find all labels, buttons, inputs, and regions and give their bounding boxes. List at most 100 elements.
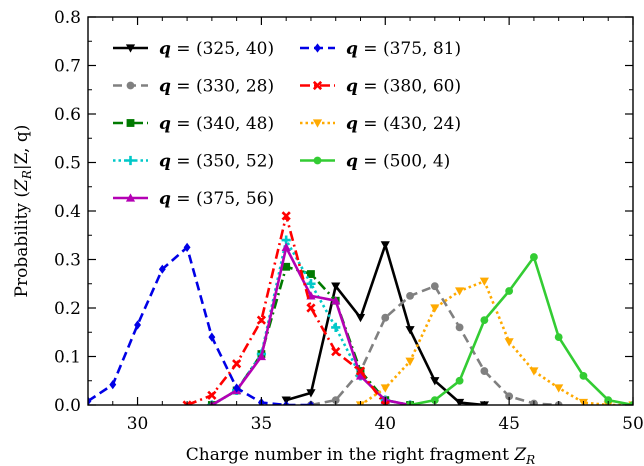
data-point bbox=[331, 396, 340, 405]
data-point bbox=[480, 367, 489, 375]
data-point bbox=[479, 277, 489, 286]
legend-label: q = (340, 48) bbox=[159, 114, 274, 134]
data-point bbox=[126, 81, 135, 90]
data-point bbox=[604, 396, 613, 405]
data-point bbox=[282, 262, 291, 271]
legend-item: q = (325, 40) bbox=[113, 39, 274, 59]
y-tick-label: 0.7 bbox=[54, 57, 81, 77]
data-point bbox=[505, 392, 514, 401]
legend-label: q = (350, 52) bbox=[159, 152, 274, 172]
legend-label: q = (375, 81) bbox=[346, 39, 461, 59]
y-tick-label: 0.2 bbox=[54, 299, 81, 319]
data-point bbox=[454, 287, 465, 296]
axis-label-text: Probability (ZR|Z, q) bbox=[12, 125, 34, 298]
legend-label: q = (380, 60) bbox=[346, 77, 461, 97]
legend-item: q = (380, 60) bbox=[300, 77, 461, 97]
legend-item: q = (375, 56) bbox=[113, 189, 274, 209]
legend-item: q = (375, 81) bbox=[300, 39, 461, 59]
legend-item: q = (500, 4) bbox=[300, 152, 450, 172]
data-point bbox=[158, 264, 166, 274]
data-point bbox=[208, 332, 216, 342]
series-layer bbox=[88, 211, 633, 405]
data-point bbox=[306, 303, 316, 313]
data-point bbox=[306, 279, 316, 289]
data-point bbox=[207, 390, 217, 400]
data-point bbox=[125, 155, 136, 166]
data-point bbox=[629, 401, 633, 405]
data-point bbox=[307, 270, 315, 278]
data-point bbox=[480, 316, 489, 325]
series-7 bbox=[182, 211, 390, 405]
data-point bbox=[256, 351, 267, 361]
data-point bbox=[125, 193, 136, 202]
y-tick-label: 0.5 bbox=[54, 154, 81, 174]
data-point bbox=[380, 241, 390, 250]
data-point bbox=[430, 396, 439, 405]
y-tick-label: 0.1 bbox=[54, 348, 81, 368]
data-point bbox=[331, 282, 341, 291]
legend-label: q = (325, 40) bbox=[159, 39, 274, 59]
x-tick-label: 35 bbox=[251, 414, 273, 434]
data-point bbox=[579, 371, 588, 380]
data-point bbox=[125, 44, 136, 53]
data-point bbox=[529, 367, 539, 376]
x-tick-label: 45 bbox=[498, 414, 520, 434]
data-point bbox=[380, 400, 390, 405]
series-line bbox=[285, 243, 485, 405]
plot-frame bbox=[87, 16, 634, 406]
data-point bbox=[126, 119, 135, 127]
data-point bbox=[355, 366, 366, 376]
data-point bbox=[529, 253, 538, 261]
data-point bbox=[281, 242, 291, 252]
axis-label-text: Charge number in the right fragment ZR bbox=[186, 445, 535, 466]
data-point bbox=[281, 211, 291, 221]
data-point bbox=[430, 377, 440, 386]
data-point bbox=[232, 359, 242, 369]
legend: q = (325, 40) q = (330, 28) q = (340, 48) q… bbox=[113, 39, 461, 209]
data-point bbox=[134, 320, 141, 330]
data-point bbox=[109, 380, 117, 390]
series-5 bbox=[209, 242, 413, 405]
y-tick-label: 0.4 bbox=[54, 202, 81, 222]
data-point bbox=[183, 242, 191, 252]
axis-ticks: 30 35 40 45 50 0.0 0.1 0.2 0.3 0.4 0.5 0.6 0.7 0.8 bbox=[54, 8, 644, 434]
legend-label: q = (500, 4) bbox=[346, 152, 450, 172]
series-line bbox=[409, 255, 633, 405]
legend-item: q = (340, 48) bbox=[113, 114, 274, 134]
data-point bbox=[504, 338, 514, 347]
y-axis-label: Probability (ZR|Z, q) bbox=[12, 125, 34, 298]
data-point bbox=[455, 323, 464, 332]
legend-label: q = (330, 28) bbox=[159, 77, 274, 97]
y-tick-label: 0.6 bbox=[54, 105, 81, 125]
legend-label: q = (375, 56) bbox=[159, 189, 274, 209]
legend-label: q = (430, 24) bbox=[346, 114, 461, 134]
legend-item: q = (330, 28) bbox=[113, 77, 274, 97]
data-point bbox=[355, 371, 366, 380]
data-point bbox=[381, 313, 390, 322]
data-point bbox=[554, 384, 564, 393]
x-tick-label: 30 bbox=[127, 414, 149, 434]
data-point bbox=[331, 347, 341, 357]
y-tick-label: 0.8 bbox=[54, 8, 81, 28]
data-point bbox=[306, 389, 316, 398]
series-line bbox=[211, 238, 411, 405]
series-line bbox=[359, 279, 633, 405]
data-point bbox=[88, 396, 92, 405]
data-point bbox=[314, 43, 321, 53]
data-point bbox=[312, 119, 323, 128]
data-point bbox=[182, 400, 192, 405]
data-point bbox=[505, 287, 514, 295]
data-point bbox=[313, 156, 322, 165]
data-point bbox=[331, 322, 341, 332]
data-point bbox=[233, 383, 241, 393]
y-tick-label: 0.0 bbox=[54, 396, 81, 416]
data-point bbox=[331, 296, 341, 305]
x-tick-label: 40 bbox=[374, 414, 396, 434]
data-point bbox=[312, 80, 323, 91]
data-point bbox=[554, 333, 563, 342]
data-point bbox=[406, 291, 414, 300]
series-line bbox=[310, 284, 559, 405]
legend-item: q = (430, 24) bbox=[300, 114, 461, 134]
y-tick-label: 0.3 bbox=[54, 251, 81, 271]
data-point bbox=[355, 314, 366, 323]
